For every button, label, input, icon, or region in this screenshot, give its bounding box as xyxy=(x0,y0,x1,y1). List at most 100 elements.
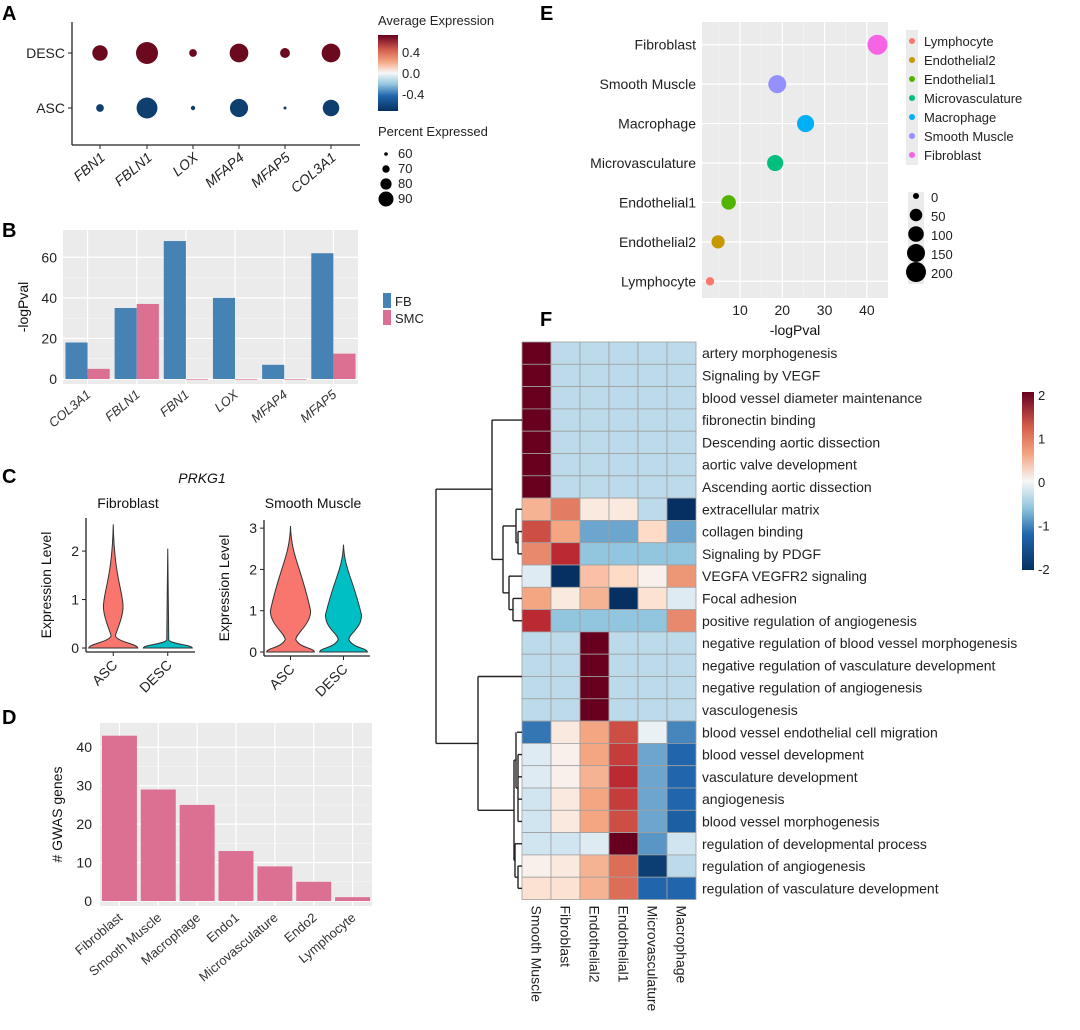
heatmap-row-label: vasculature development xyxy=(702,769,858,785)
heatmap-cell xyxy=(637,631,668,655)
heatmap-cell xyxy=(608,475,639,499)
y-tick-label: Fibroblast xyxy=(635,37,697,53)
heatmap-cell xyxy=(637,698,668,722)
y-tick-label: 2 xyxy=(71,543,79,559)
heatmap-row-label: blood vessel diameter maintenance xyxy=(702,390,922,406)
x-tick-label: FBN1 xyxy=(70,149,108,184)
size-legend-label: 150 xyxy=(931,247,953,262)
panel-label-c: C xyxy=(2,466,16,488)
violin-shape xyxy=(142,548,193,649)
heatmap-cell xyxy=(579,765,610,789)
heatmap-cell xyxy=(550,453,581,477)
size-legend-dot xyxy=(909,208,923,222)
heatmap-cell xyxy=(579,631,610,655)
heatmap-cell xyxy=(637,809,668,833)
heatmap-cell xyxy=(550,832,581,856)
heatmap-cell xyxy=(521,341,552,365)
heatmap-cell xyxy=(550,497,581,521)
panel-c-violin: PRKG1 Fibroblast 0 1 2 Expression Level ASC DES… xyxy=(38,470,370,700)
colorbar-tick-label: 2 xyxy=(1038,388,1045,403)
heatmap-cell xyxy=(550,876,581,900)
heatmap-row-label: regulation of angiogenesis xyxy=(702,858,865,874)
size-legend-dot xyxy=(907,244,925,262)
heatmap-cell xyxy=(579,854,610,878)
legend-dot xyxy=(909,152,915,158)
size-legend-dot xyxy=(378,191,394,207)
panel-label-f: F xyxy=(540,309,552,331)
heatmap-cell xyxy=(550,609,581,633)
size-legend-dot xyxy=(382,165,390,173)
y-tick-label: 0 xyxy=(71,640,79,656)
x-tick-label: ASC xyxy=(266,661,298,693)
x-tick-label: LOX xyxy=(211,386,242,415)
heatmap-cell xyxy=(637,475,668,499)
panel-label-e: E xyxy=(540,3,553,25)
dot-point xyxy=(92,45,108,61)
size-legend-label: 60 xyxy=(398,146,412,161)
heatmap-cell xyxy=(608,698,639,722)
y-tick-label: ASC xyxy=(36,100,65,116)
heatmap-row-label: extracellular matrix xyxy=(702,501,819,517)
heatmap-cell xyxy=(521,564,552,588)
heatmap-cell xyxy=(637,497,668,521)
size-legend-dot xyxy=(908,226,924,242)
heatmap-cell xyxy=(579,809,610,833)
dot-point xyxy=(283,106,287,110)
x-tick-label: 10 xyxy=(732,302,748,318)
x-tick-label: LOX xyxy=(169,149,201,180)
heatmap-cell xyxy=(637,676,668,700)
heatmap-row-label: Signaling by VEGF xyxy=(702,367,820,383)
heatmap-cell xyxy=(637,564,668,588)
heatmap-cell xyxy=(637,430,668,454)
colorbar-tick-label: 0.4 xyxy=(402,45,420,60)
heatmap-cell xyxy=(550,653,581,677)
legend-label: Microvasculature xyxy=(924,91,1022,106)
heatmap-cell xyxy=(579,542,610,566)
heatmap-cell xyxy=(521,609,552,633)
violin-shape xyxy=(266,526,315,653)
heatmap-cell xyxy=(521,676,552,700)
heatmap-cell xyxy=(579,520,610,544)
heatmap-cell xyxy=(550,363,581,387)
legend-dot xyxy=(909,76,915,82)
x-tick-label: 30 xyxy=(817,302,833,318)
heatmap-row-label: blood vessel development xyxy=(702,747,864,763)
heatmap-cell xyxy=(579,408,610,432)
heatmap-cell xyxy=(579,698,610,722)
heatmap-cell xyxy=(579,676,610,700)
heatmap-cell xyxy=(637,743,668,767)
heatmap-cell xyxy=(521,765,552,789)
y-tick-label: 20 xyxy=(41,330,57,346)
y-tick-label: 0 xyxy=(49,371,57,387)
heatmap-cell xyxy=(521,787,552,811)
heatmap-cell xyxy=(608,453,639,477)
plot-background xyxy=(63,230,358,384)
heatmap-cell xyxy=(608,386,639,410)
heatmap-cell xyxy=(579,586,610,610)
y-tick-label: 0 xyxy=(249,644,257,660)
dot-point xyxy=(96,104,104,112)
heatmap-cell xyxy=(550,542,581,566)
heatmap-cell xyxy=(579,341,610,365)
heatmap-column-label: Macrophage xyxy=(674,906,690,984)
heatmap-cell xyxy=(608,720,639,744)
bar xyxy=(296,881,332,901)
heatmap-cell xyxy=(579,430,610,454)
y-tick-label: 10 xyxy=(76,855,92,871)
heatmap-cell xyxy=(666,363,697,387)
heatmap-cell xyxy=(608,653,639,677)
heatmap-cell xyxy=(608,564,639,588)
x-tick-label: FBLN1 xyxy=(111,149,155,189)
heatmap-row-label: VEGFA VEGFR2 signaling xyxy=(702,568,867,584)
dot-point xyxy=(189,49,197,57)
y-axis-title: Expression Level xyxy=(38,532,54,639)
y-tick-label: 40 xyxy=(41,290,57,306)
heatmap-cell xyxy=(521,542,552,566)
dot-point xyxy=(136,97,158,119)
heatmap-column-label: Fibroblast xyxy=(558,906,574,968)
size-legend-label: 50 xyxy=(931,209,945,224)
heatmap-cell xyxy=(521,430,552,454)
heatmap-cell xyxy=(550,631,581,655)
heatmap-cell xyxy=(666,854,697,878)
